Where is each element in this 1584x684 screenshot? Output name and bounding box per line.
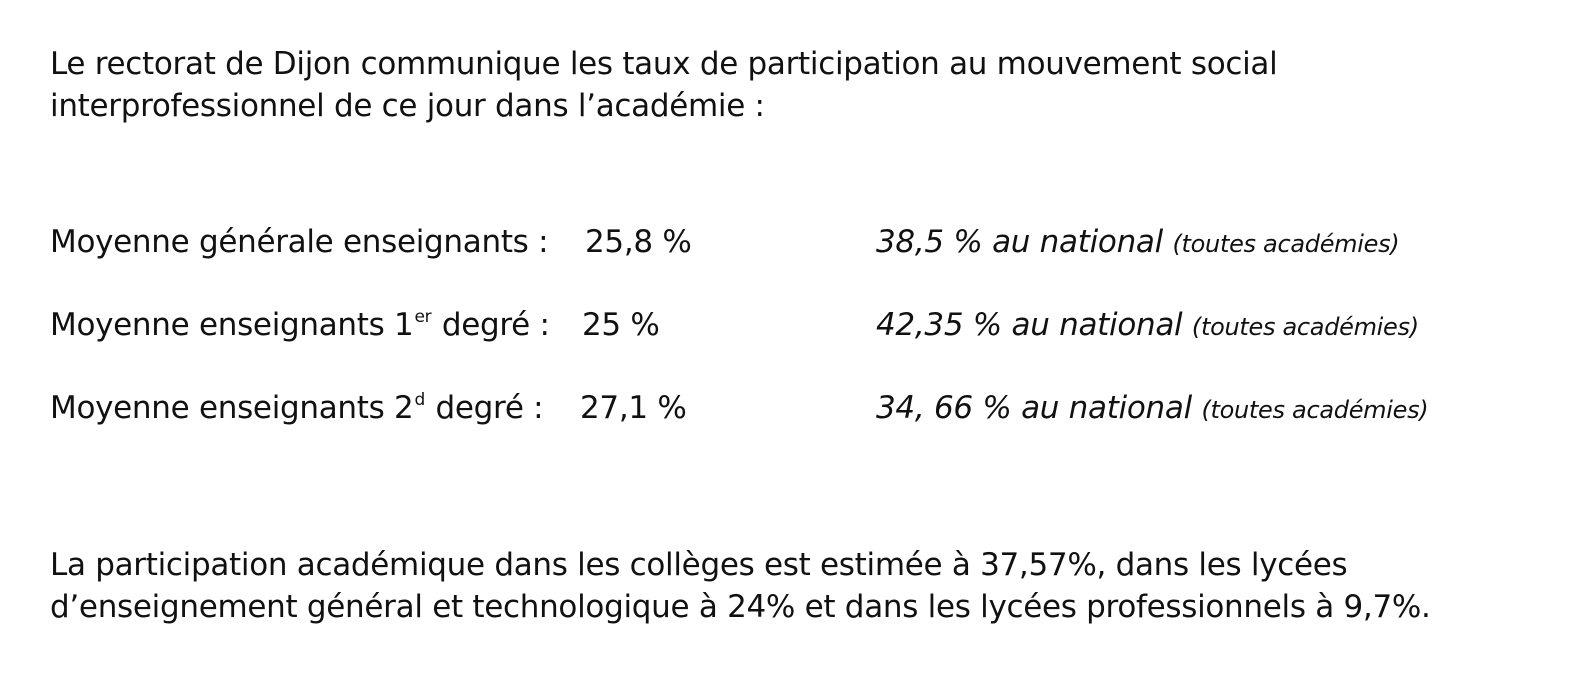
national-note: (toutes académies) — [1201, 396, 1429, 424]
academy-rate-value: 25 % — [582, 307, 660, 343]
intro-paragraph: Le rectorat de Dijon communique les taux… — [50, 43, 1278, 127]
ordinal-superscript: d — [414, 390, 425, 410]
rate-label-text: Moyenne enseignants 2 — [50, 390, 414, 426]
national-rate-text: 34, 66 % au national — [876, 390, 1192, 426]
ordinal-superscript: er — [414, 307, 432, 327]
national-rate-text: 38,5 % au national — [876, 224, 1163, 260]
intro-line-2: interprofessionnel de ce jour dans l’aca… — [50, 88, 765, 124]
rate-label-suffix: degré : — [425, 390, 544, 426]
outro-line-2: d’enseignement général et technologique … — [50, 589, 1431, 625]
academy-rate-value: 25,8 % — [585, 224, 692, 260]
national-note: (toutes académies) — [1172, 230, 1400, 258]
national-rate: 38,5 % au national (toutes académies) — [876, 220, 1400, 266]
national-note: (toutes académies) — [1191, 313, 1419, 341]
rate-label: Moyenne enseignants 2d degré : — [50, 386, 544, 435]
intro-line-1: Le rectorat de Dijon communique les taux… — [50, 46, 1278, 82]
rate-row-first-degree: Moyenne enseignants 1er degré : 25 % 42,… — [50, 303, 1550, 347]
rate-label-text: Moyenne enseignants 1 — [50, 307, 414, 343]
rate-label-suffix: degré : — [432, 307, 550, 343]
rate-label-text: Moyenne générale enseignants : — [50, 224, 549, 260]
outro-line-1: La participation académique dans les col… — [50, 547, 1348, 583]
rate-row-second-degree: Moyenne enseignants 2d degré : 27,1 % 34… — [50, 386, 1550, 430]
national-rate-text: 42,35 % au national — [876, 307, 1183, 343]
rate-row-general: Moyenne générale enseignants : 25,8 % 38… — [50, 220, 1550, 264]
rate-label: Moyenne enseignants 1er degré : — [50, 303, 550, 352]
national-rate: 34, 66 % au national (toutes académies) — [876, 386, 1429, 432]
national-rate: 42,35 % au national (toutes académies) — [876, 303, 1419, 349]
rate-label: Moyenne générale enseignants : — [50, 220, 549, 264]
closing-paragraph: La participation académique dans les col… — [50, 544, 1431, 628]
academy-rate-value: 27,1 % — [580, 390, 687, 426]
